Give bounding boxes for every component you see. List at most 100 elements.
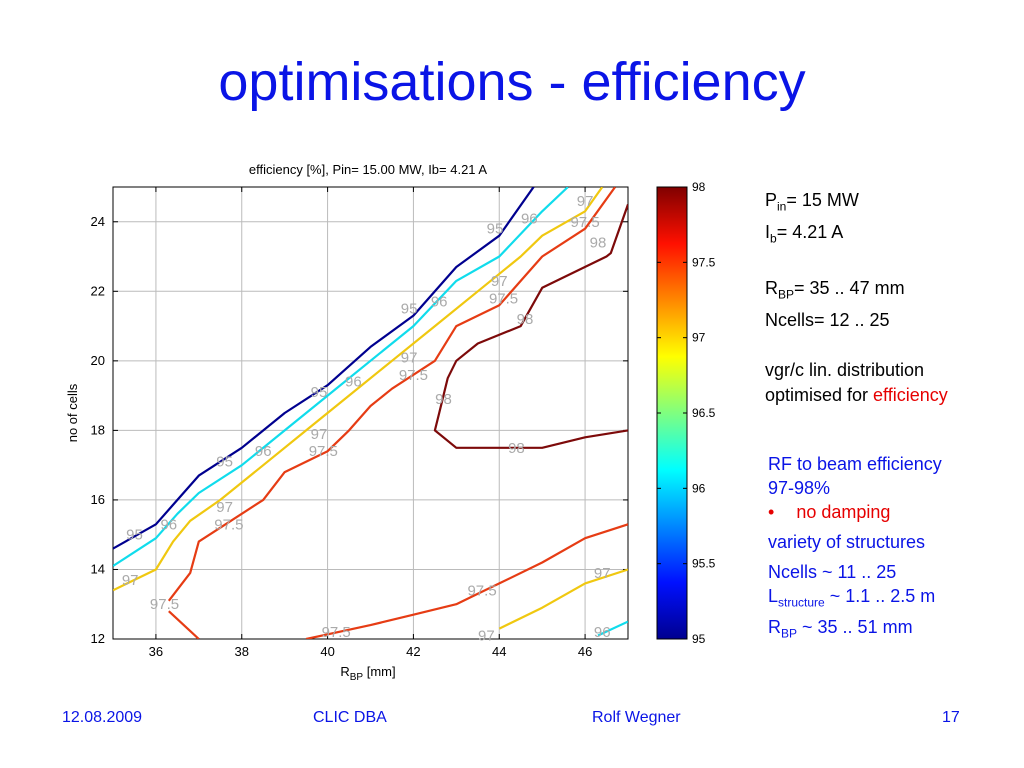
contour-label: 97 bbox=[491, 273, 508, 290]
contour-label: 97.5 bbox=[467, 582, 496, 599]
y-tick-label: 22 bbox=[91, 283, 105, 298]
bullet-marker: • bbox=[768, 502, 775, 522]
colorbar-ticks: 95 95.5 96 96.5 97 97.5 98 bbox=[657, 180, 716, 646]
rbp-line: RBP= 35 .. 47 mm bbox=[765, 276, 948, 308]
axis-ticks: 36 38 40 42 44 46 12 14 16 18 20 22 24 bbox=[91, 187, 628, 659]
contour-label: 98 bbox=[590, 235, 607, 252]
chart-title: efficiency [%], Pin= 15.00 MW, Ib= 4.21 … bbox=[249, 162, 488, 177]
contour-label: 95 bbox=[216, 454, 233, 471]
vgr-line: vgr/c lin. distribution bbox=[765, 359, 925, 380]
contour-label: 97.5 bbox=[570, 214, 599, 231]
contour-line-97.5 bbox=[167, 187, 616, 602]
optimised-prefix: optimised for bbox=[765, 384, 874, 405]
note-rbp-sub: BP bbox=[781, 626, 798, 641]
optimised-target: efficiency bbox=[873, 384, 948, 405]
contour-label: 97.5 bbox=[322, 624, 351, 641]
contour-label: 98 bbox=[508, 440, 525, 457]
contour-line-95 bbox=[113, 187, 535, 550]
colorbar-tick-label: 96.5 bbox=[692, 406, 716, 420]
colorbar bbox=[656, 186, 688, 640]
contour-label: 97 bbox=[401, 349, 418, 366]
x-axis-label: RBP [mm] bbox=[340, 664, 395, 683]
note-rbp-value: ~ 35 .. 51 mm bbox=[797, 616, 913, 637]
slide-title: optimisations - efficiency bbox=[218, 52, 806, 112]
colorbar-tick-label: 96 bbox=[692, 481, 706, 495]
note-variety: variety of structures bbox=[768, 532, 926, 552]
contour-line-97 bbox=[113, 187, 604, 592]
footer-date: 12.08.2009 bbox=[62, 709, 143, 726]
note-rbp: RBP ~ 35 .. 51 mm bbox=[768, 615, 942, 646]
contour-line-97.5 bbox=[305, 523, 628, 639]
x-tick-label: 42 bbox=[406, 644, 420, 659]
y-tick-label: 20 bbox=[91, 353, 105, 368]
ib-sub: b bbox=[770, 231, 777, 246]
pin-sub: in bbox=[777, 199, 787, 214]
rbp-label: R bbox=[765, 278, 778, 299]
colorbar-tick-label: 95 bbox=[692, 632, 706, 646]
x-axis-label-unit: [mm] bbox=[363, 664, 396, 679]
contour-lines bbox=[113, 187, 628, 639]
lstruct-label: L bbox=[768, 586, 779, 606]
contour-label: 97.5 bbox=[489, 290, 518, 307]
contour-label: 95 bbox=[401, 301, 418, 318]
optimised-line: optimised for efficiency bbox=[765, 383, 948, 408]
contour-label: 95 bbox=[311, 384, 328, 401]
contour-line-97.5 bbox=[168, 610, 200, 639]
contour-label: 97.5 bbox=[309, 443, 338, 460]
contour-line-96 bbox=[597, 620, 628, 637]
ib-line: Ib= 4.21 A bbox=[765, 220, 948, 252]
ncells-line: Ncells= 12 .. 25 bbox=[765, 309, 890, 330]
contour-label: 97.5 bbox=[150, 596, 179, 613]
pin-line: Pin= 15 MW bbox=[765, 188, 948, 220]
contour-label: 97 bbox=[594, 565, 611, 582]
y-tick-label: 14 bbox=[91, 561, 105, 576]
lstruct-value: ~ 1.1 .. 2.5 m bbox=[824, 586, 936, 606]
y-tick-label: 24 bbox=[91, 214, 105, 229]
ib-label: I bbox=[765, 221, 771, 242]
parameters-panel: Pin= 15 MW Ib= 4.21 A RBP= 35 .. 47 mm N… bbox=[765, 188, 948, 408]
contour-chart: efficiency [%], Pin= 15.00 MW, Ib= 4.21 … bbox=[65, 162, 716, 683]
contour-label: 97.5 bbox=[399, 367, 428, 384]
note-rbp-label: R bbox=[768, 616, 781, 637]
x-tick-label: 46 bbox=[578, 644, 592, 659]
footer-event: CLIC DBA bbox=[313, 709, 387, 726]
contour-label: 96 bbox=[431, 294, 448, 311]
contour-label: 96 bbox=[345, 374, 362, 391]
colorbar-tick-label: 98 bbox=[692, 180, 706, 194]
x-tick-label: 36 bbox=[149, 644, 163, 659]
contour-line-98 bbox=[433, 204, 628, 449]
contour-label: 96 bbox=[160, 516, 177, 533]
x-axis-label-sub: BP bbox=[350, 672, 364, 683]
note-efficiency: RF to beam efficiency bbox=[768, 454, 942, 474]
note-no-damping: no damping bbox=[796, 502, 891, 522]
y-tick-label: 16 bbox=[91, 492, 105, 507]
rbp-value: = 35 .. 47 mm bbox=[794, 278, 905, 299]
ib-value: = 4.21 A bbox=[776, 221, 844, 242]
contour-label: 97 bbox=[478, 628, 495, 645]
x-tick-label: 38 bbox=[235, 644, 249, 659]
contour-label: 98 bbox=[517, 311, 534, 328]
x-tick-label: 40 bbox=[320, 644, 334, 659]
note-ncells: Ncells ~ 11 .. 25 bbox=[768, 562, 897, 582]
pin-value: = 15 MW bbox=[786, 190, 859, 210]
contour-label: 95 bbox=[126, 527, 143, 544]
note-bullet: • no damping bbox=[768, 500, 942, 524]
contour-line-96 bbox=[113, 187, 569, 567]
contour-label: 97 bbox=[577, 193, 594, 210]
contour-label: 95 bbox=[487, 221, 504, 238]
y-axis-label: no of cells bbox=[65, 383, 80, 442]
footer-author: Rolf Wegner bbox=[592, 709, 681, 726]
contour-label: 96 bbox=[521, 210, 538, 227]
notes-panel: RF to beam efficiency 97-98% • no damping… bbox=[768, 452, 942, 645]
lstruct-sub: structure bbox=[778, 595, 825, 610]
colorbar-tick-label: 95.5 bbox=[692, 557, 716, 571]
contour-label: 97 bbox=[311, 426, 328, 443]
contour-label: 97 bbox=[216, 499, 233, 516]
pin-label: P bbox=[765, 190, 778, 210]
contour-line-97 bbox=[498, 568, 628, 630]
colorbar-tick-label: 97 bbox=[692, 331, 706, 345]
y-tick-label: 12 bbox=[91, 631, 105, 646]
contour-label: 97 bbox=[122, 572, 139, 589]
note-range: 97-98% bbox=[768, 478, 831, 498]
